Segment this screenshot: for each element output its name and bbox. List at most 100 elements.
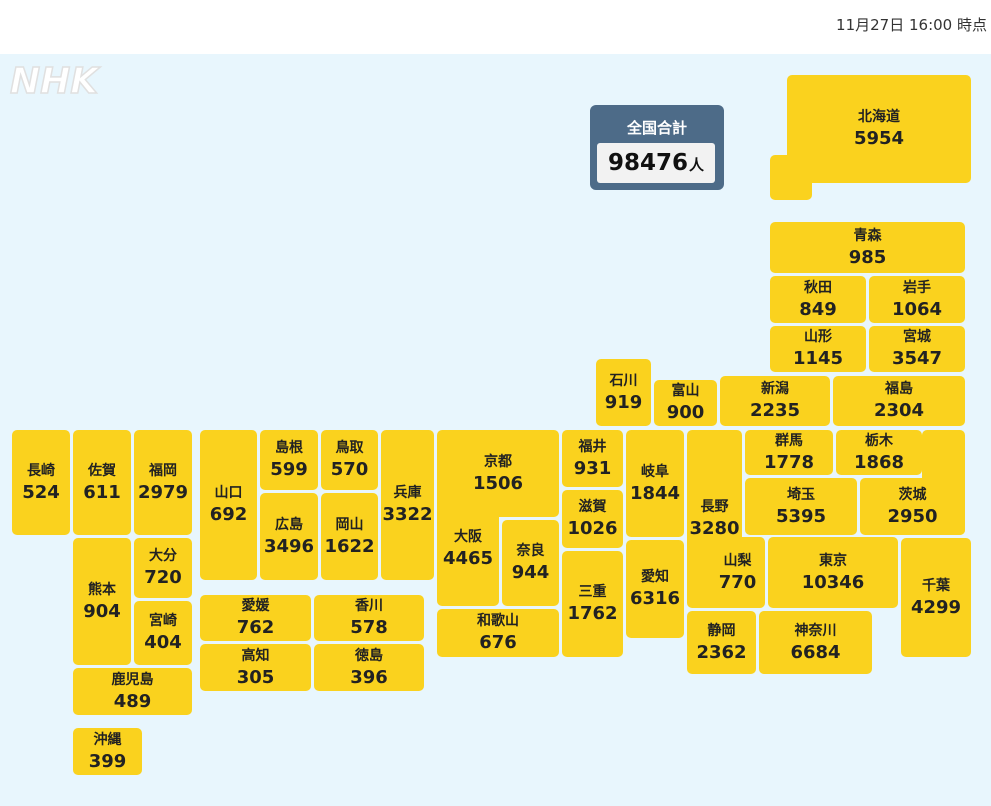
pref-tokushima[interactable]: 徳島 396 — [314, 644, 424, 691]
pref-miyazaki[interactable]: 宮崎 404 — [134, 601, 192, 665]
pref-name: 新潟 — [761, 381, 789, 397]
pref-count: 4465 — [442, 548, 494, 569]
pref-mie[interactable]: 三重 1762 — [562, 551, 623, 657]
pref-count: 305 — [236, 666, 275, 688]
pref-count: 1622 — [324, 535, 375, 557]
pref-miyagi[interactable]: 宮城 3547 — [869, 326, 965, 372]
pref-count: 2235 — [749, 400, 801, 421]
pref-count: 2304 — [873, 400, 925, 421]
nhk-logo: NHK — [9, 62, 102, 96]
pref-gunma[interactable]: 群馬 1778 — [745, 430, 833, 475]
pref-count: 985 — [848, 246, 887, 268]
pref-ibaraki[interactable]: 茨城 2950 — [860, 478, 965, 535]
pref-count: 1868 — [853, 451, 905, 473]
pref-name: 宮崎 — [149, 613, 177, 629]
pref-wakayama[interactable]: 和歌山 676 — [437, 609, 559, 657]
pref-nagasaki[interactable]: 長崎 524 — [12, 430, 70, 535]
pref-shiga[interactable]: 滋賀 1026 — [562, 490, 623, 548]
pref-nara[interactable]: 奈良 944 — [502, 520, 559, 606]
pref-count: 3496 — [263, 535, 315, 557]
pref-count: 1064 — [891, 298, 943, 320]
pref-count: 919 — [604, 391, 643, 413]
pref-okinawa[interactable]: 沖縄 399 — [73, 728, 142, 775]
pref-kochi[interactable]: 高知 305 — [200, 644, 311, 691]
pref-yamaguchi[interactable]: 山口 692 — [200, 430, 257, 580]
pref-chiba[interactable]: 千葉 4299 — [901, 538, 971, 657]
pref-count: 1026 — [567, 518, 618, 539]
pref-name: 大分 — [149, 548, 177, 564]
pref-name: 愛媛 — [241, 598, 270, 614]
pref-count: 1506 — [472, 472, 524, 494]
pref-hokkaido[interactable]: 北海道 5954 — [787, 75, 971, 183]
pref-fukushima[interactable]: 福島 2304 — [833, 376, 965, 426]
pref-count: 10346 — [801, 571, 865, 593]
pref-count: 3280 — [689, 518, 740, 539]
pref-tottori[interactable]: 鳥取 570 — [321, 430, 378, 490]
pref-name: 長崎 — [27, 462, 55, 479]
pref-count: 599 — [270, 459, 308, 480]
pref-toyama[interactable]: 富山 900 — [654, 380, 717, 426]
pref-name: 石川 — [609, 372, 638, 389]
pref-hyogo[interactable]: 兵庫 3322 — [381, 430, 434, 580]
pref-ishikawa[interactable]: 石川 919 — [596, 359, 651, 426]
pref-count: 1778 — [763, 451, 815, 473]
national-total-box: 全国合計 98476人 — [590, 105, 724, 190]
pref-count: 944 — [511, 562, 550, 583]
pref-yamagata[interactable]: 山形 1145 — [770, 326, 866, 372]
timestamp: 11月27日 16:00 時点 — [836, 16, 987, 34]
pref-akita[interactable]: 秋田 849 — [770, 276, 866, 323]
pref-nagano[interactable]: 長野 3280 — [687, 430, 742, 608]
pref-hiroshima[interactable]: 広島 3496 — [260, 493, 318, 580]
pref-count: 611 — [83, 481, 121, 503]
national-total-label: 全国合計 — [626, 119, 687, 137]
pref-fukuoka[interactable]: 福岡 2979 — [134, 430, 192, 535]
pref-count: 6684 — [790, 641, 841, 663]
pref-kagawa[interactable]: 香川 578 — [314, 595, 424, 641]
pref-saga[interactable]: 佐賀 611 — [73, 430, 131, 535]
pref-name: 福井 — [578, 438, 607, 455]
pref-count: 524 — [22, 481, 60, 503]
pref-count: 404 — [144, 632, 182, 653]
pref-okayama[interactable]: 岡山 1622 — [321, 493, 378, 580]
pref-oita[interactable]: 大分 720 — [134, 538, 192, 598]
pref-count: 3322 — [382, 504, 433, 525]
pref-saitama[interactable]: 埼玉 5395 — [745, 478, 857, 535]
pref-tokyo[interactable]: 東京 10346 — [768, 537, 898, 608]
pref-name: 兵庫 — [393, 485, 422, 501]
pref-osaka[interactable]: 大阪 4465 — [437, 492, 499, 606]
pref-count: 1145 — [792, 348, 844, 369]
pref-name: 埼玉 — [787, 486, 815, 503]
pref-name: 滋賀 — [578, 499, 607, 515]
pref-shizuoka[interactable]: 静岡 2362 — [687, 611, 756, 674]
pref-count: 900 — [666, 402, 705, 423]
pref-fukui[interactable]: 福井 931 — [562, 430, 623, 487]
nhk-logo-text: NHK — [10, 62, 101, 96]
pref-ehime[interactable]: 愛媛 762 — [200, 595, 311, 641]
pref-name: 北海道 — [858, 109, 900, 125]
pref-count: 762 — [236, 617, 275, 638]
pref-aichi[interactable]: 愛知 6316 — [626, 540, 684, 638]
pref-aomori[interactable]: 青森 985 — [770, 222, 965, 273]
pref-name: 静岡 — [707, 622, 736, 639]
pref-count: 2950 — [887, 505, 938, 527]
national-total-value: 98476 — [607, 150, 688, 176]
pref-kanagawa[interactable]: 神奈川 6684 — [759, 611, 872, 674]
pref-niigata[interactable]: 新潟 2235 — [720, 376, 830, 426]
pref-name: 和歌山 — [477, 613, 519, 629]
pref-tochigi[interactable]: 栃木 1868 — [836, 430, 922, 475]
pref-name: 広島 — [275, 516, 303, 533]
pref-count: 5954 — [853, 128, 905, 149]
pref-name: 長野 — [700, 499, 729, 515]
pref-count: 5395 — [775, 505, 827, 527]
pref-kagoshima[interactable]: 鹿児島 489 — [73, 668, 192, 715]
pref-kumamoto[interactable]: 熊本 904 — [73, 538, 131, 665]
pref-count: 3547 — [891, 348, 943, 369]
pref-gifu[interactable]: 岐阜 1844 — [626, 430, 684, 537]
pref-count: 396 — [350, 666, 388, 688]
pref-name: 徳島 — [355, 647, 383, 664]
pref-shimane[interactable]: 島根 599 — [260, 430, 318, 490]
pref-name: 福島 — [885, 381, 913, 397]
pref-yamanashi[interactable]: 山梨 770 — [710, 537, 765, 608]
pref-name: 青森 — [853, 227, 882, 244]
pref-iwate[interactable]: 岩手 1064 — [869, 276, 965, 323]
